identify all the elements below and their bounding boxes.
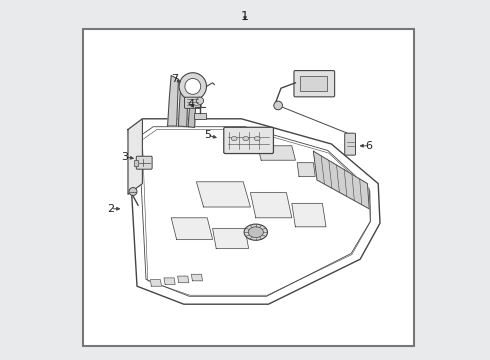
Circle shape (179, 73, 206, 100)
Ellipse shape (254, 136, 260, 141)
FancyBboxPatch shape (345, 133, 356, 155)
Polygon shape (150, 280, 162, 286)
Polygon shape (178, 276, 189, 283)
Text: 7: 7 (171, 74, 178, 84)
Polygon shape (258, 146, 295, 160)
Polygon shape (164, 278, 175, 284)
Polygon shape (196, 182, 250, 207)
FancyBboxPatch shape (185, 97, 201, 108)
Polygon shape (168, 76, 178, 126)
Text: 6: 6 (366, 141, 373, 151)
Polygon shape (297, 163, 315, 176)
Text: 4: 4 (188, 99, 195, 109)
Polygon shape (314, 151, 369, 209)
Polygon shape (128, 119, 143, 194)
FancyBboxPatch shape (136, 156, 152, 169)
Ellipse shape (248, 227, 263, 238)
Circle shape (274, 101, 282, 110)
Circle shape (129, 188, 137, 195)
Polygon shape (213, 229, 248, 248)
Circle shape (185, 78, 201, 94)
Polygon shape (250, 193, 292, 218)
Polygon shape (192, 274, 202, 281)
Polygon shape (128, 119, 380, 304)
FancyBboxPatch shape (224, 127, 273, 153)
Text: 3: 3 (121, 152, 128, 162)
Bar (134, 160, 138, 166)
Circle shape (196, 97, 204, 104)
Ellipse shape (243, 136, 248, 141)
Bar (194, 113, 206, 119)
Text: 2: 2 (107, 204, 114, 214)
Ellipse shape (244, 224, 268, 240)
Polygon shape (171, 218, 213, 239)
Polygon shape (188, 102, 196, 127)
Bar (83, 29, 414, 346)
FancyBboxPatch shape (294, 71, 335, 97)
Ellipse shape (231, 136, 237, 141)
Bar (300, 76, 327, 91)
Text: 1: 1 (241, 10, 249, 23)
Polygon shape (292, 203, 326, 227)
Polygon shape (178, 83, 188, 127)
Text: 5: 5 (204, 130, 211, 140)
